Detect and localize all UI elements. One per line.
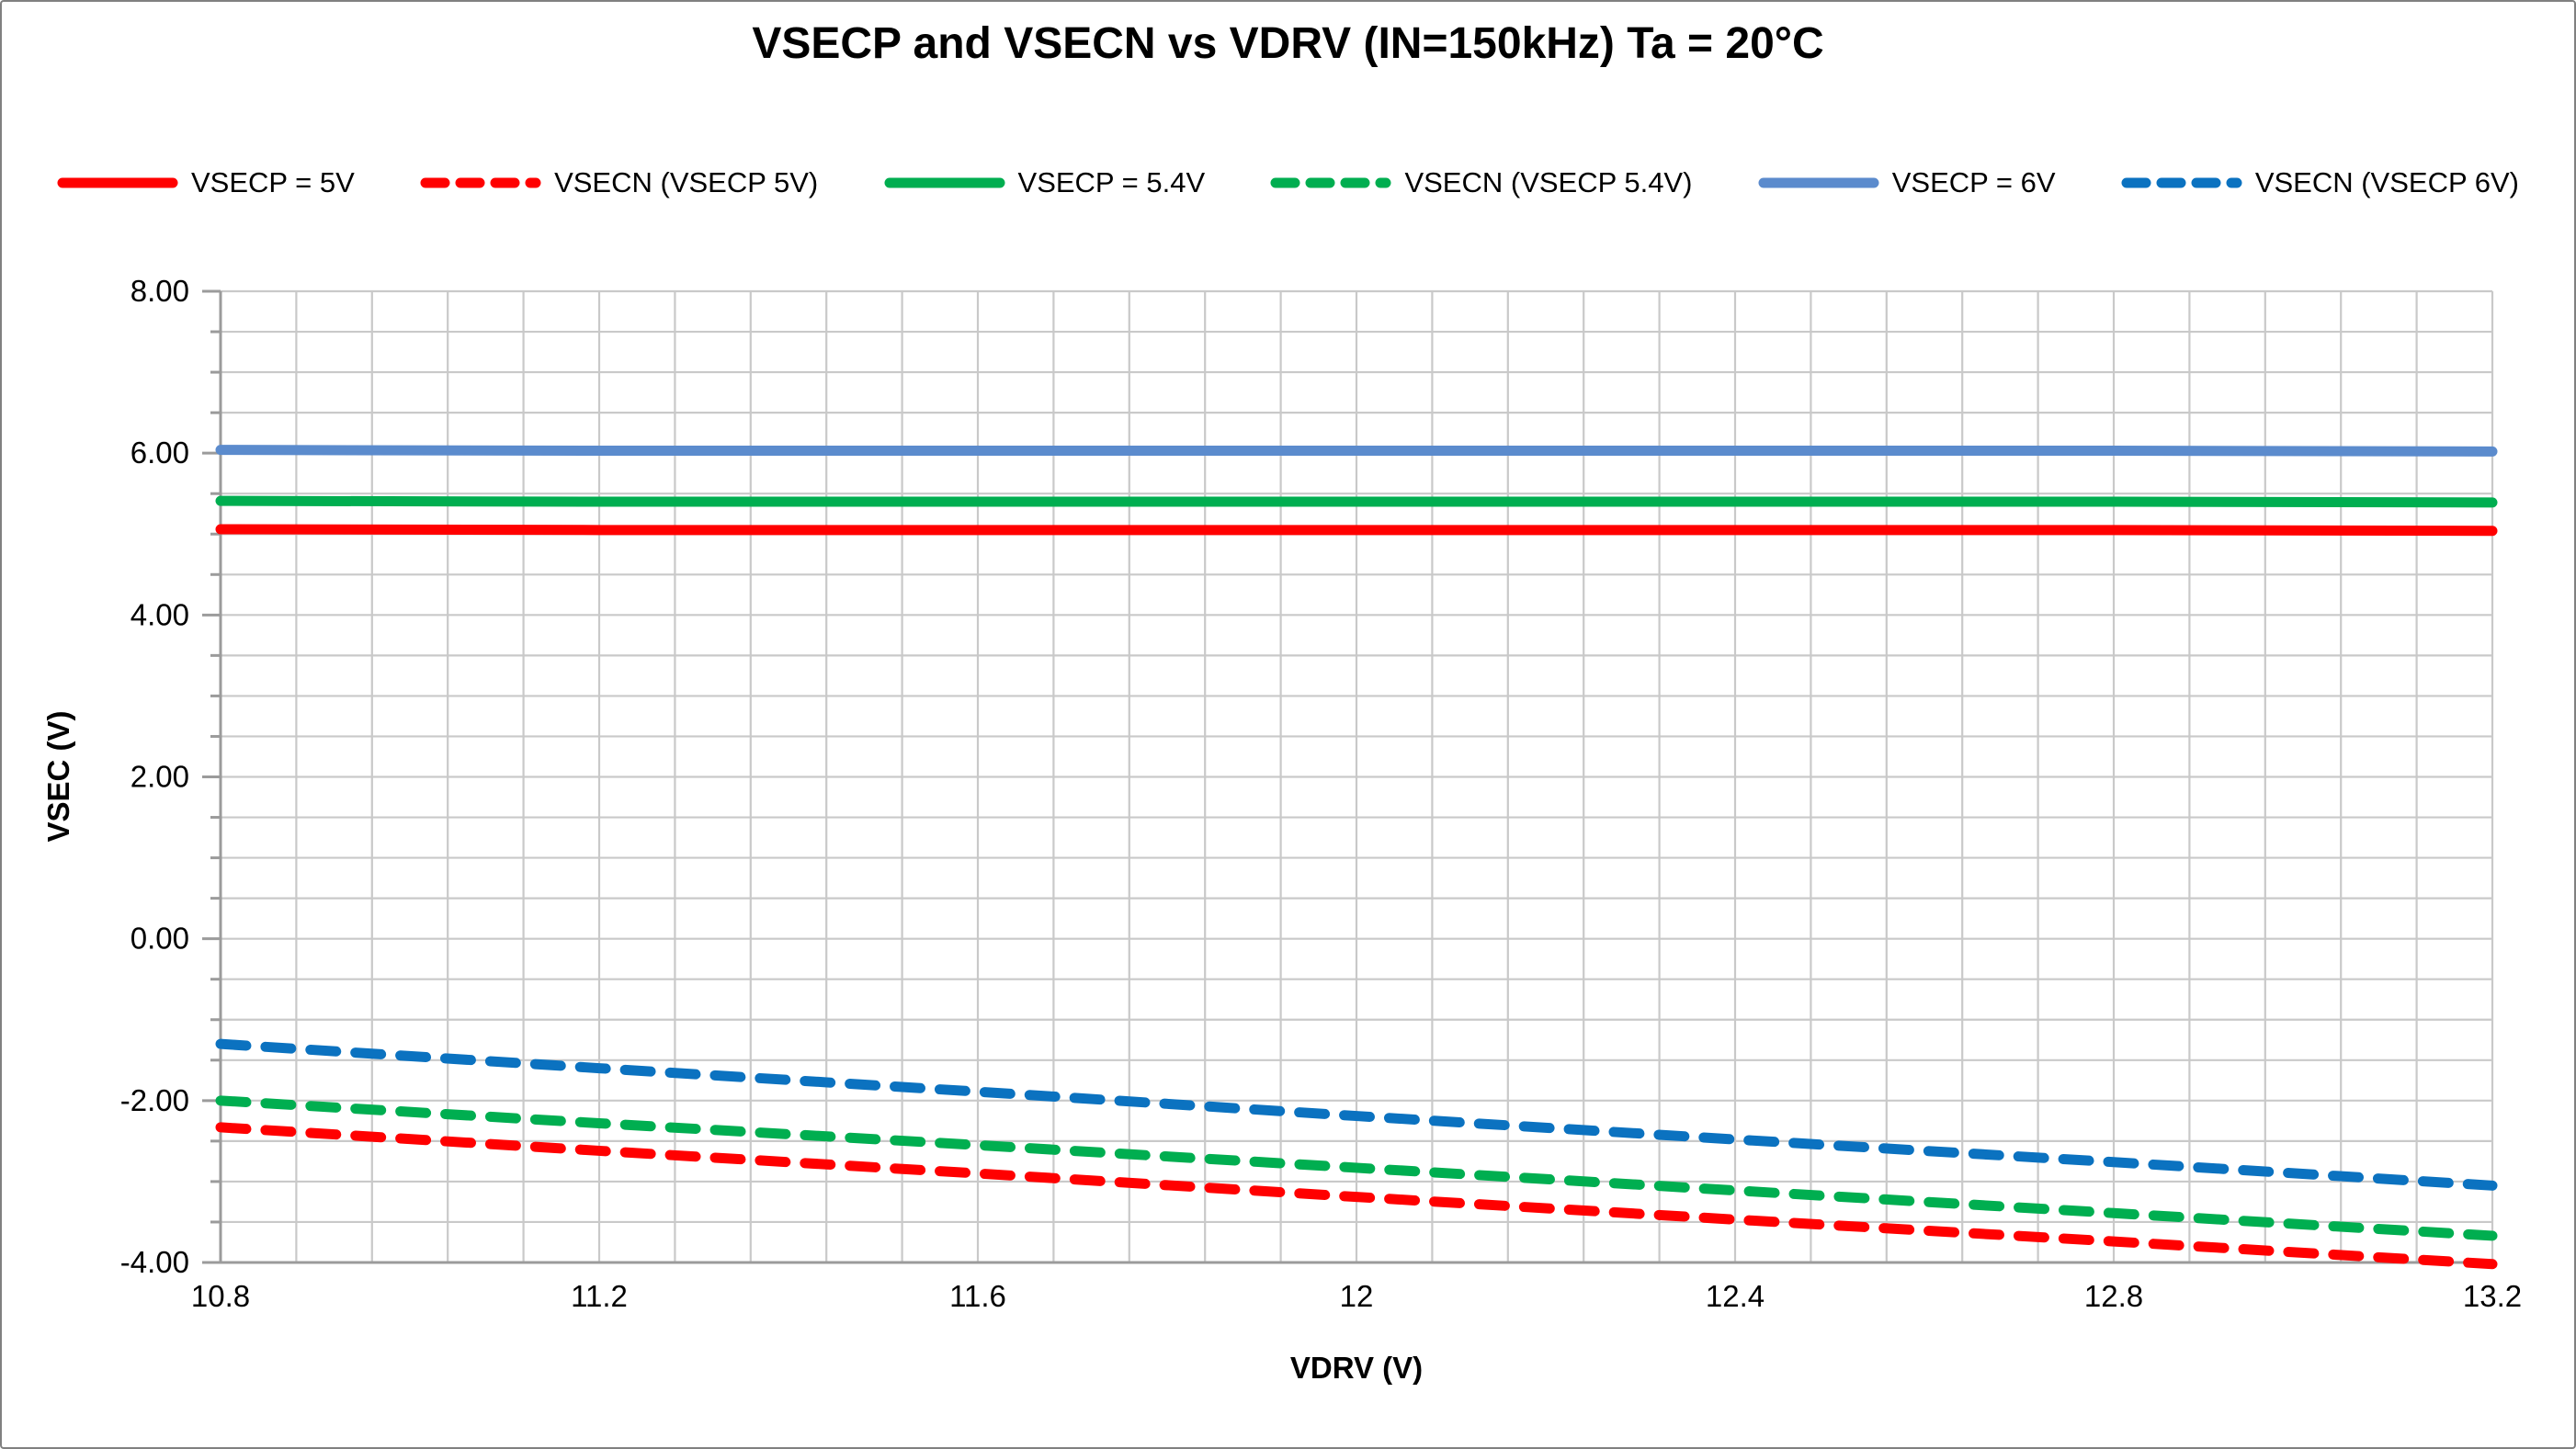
x-tick-label: 11.6 (949, 1279, 1006, 1313)
x-tick-label: 10.8 (191, 1279, 250, 1313)
y-tick-label: 2.00 (131, 760, 189, 794)
legend-label: VSECN (VSECP 6V) (2254, 166, 2519, 198)
x-tick-label: 11.2 (571, 1279, 628, 1313)
series-line-vsecn-vsecp-5v (215, 1122, 2498, 1270)
y-tick-label: 8.00 (131, 274, 189, 308)
series-line-vsecp-5v (215, 524, 2498, 537)
legend-label: VSECN (VSECP 5.4V) (1404, 166, 1693, 198)
x-tick-label: 12.4 (1706, 1279, 1765, 1313)
legend-dashed-line-swatch (1270, 177, 1391, 188)
series-line-vsecp-5-4v (215, 495, 2498, 508)
legend-dashed-line-swatch (2121, 177, 2242, 188)
legend-solid-line-swatch (57, 177, 178, 188)
y-tick-label: 6.00 (131, 436, 189, 470)
legend-item-vsecp-5v: VSECP = 5V (57, 166, 355, 199)
x-tick-label: 13.2 (2463, 1279, 2522, 1313)
series-line-vsecn-vsecp-5-4v (215, 1095, 2498, 1241)
y-tick-label: 0.00 (131, 922, 189, 956)
y-tick-label: -4.00 (120, 1245, 189, 1279)
legend-label: VSECN (VSECP 5V) (554, 166, 819, 198)
x-tick-label: 12.8 (2084, 1279, 2143, 1313)
legend-solid-line-swatch (884, 177, 1005, 188)
y-axis-title: VSEC (V) (41, 710, 75, 843)
series-line-vsecp-6v (215, 445, 2498, 457)
legend-dashed-line-swatch (420, 177, 541, 188)
legend-label: VSECP = 5V (191, 166, 355, 198)
series-line-vsecn-vsecp-6v (215, 1038, 2498, 1191)
legend-item-vsecp-6v: VSECP = 6V (1758, 166, 2056, 199)
legend-label: VSECP = 5.4V (1017, 166, 1206, 198)
y-tick-label: -2.00 (120, 1083, 189, 1117)
legend-solid-line-swatch (1758, 177, 1879, 188)
legend-item-vsecn-vsecp-5v: VSECN (VSECP 5V) (420, 166, 818, 199)
x-tick-label: 12 (1340, 1279, 1374, 1313)
series-lines (215, 445, 2498, 1270)
legend-item-vsecp-5-4v: VSECP = 5.4V (884, 166, 1206, 199)
legend: VSECP = 5V VSECN (VSECP 5V) VSECP = 5.4V VS… (57, 156, 2519, 209)
chart-title: VSECP and VSECN vs VDRV (IN=150kHz) Ta =… (752, 19, 1824, 68)
y-tick-label: 4.00 (131, 597, 189, 631)
x-axis-title: VDRV (V) (1289, 1351, 1424, 1385)
legend-item-vsecn-vsecp-6v: VSECN (VSECP 6V) (2121, 166, 2519, 199)
legend-label: VSECP = 6V (1891, 166, 2056, 198)
legend-item-vsecn-vsecp-5-4v: VSECN (VSECP 5.4V) (1270, 166, 1692, 199)
